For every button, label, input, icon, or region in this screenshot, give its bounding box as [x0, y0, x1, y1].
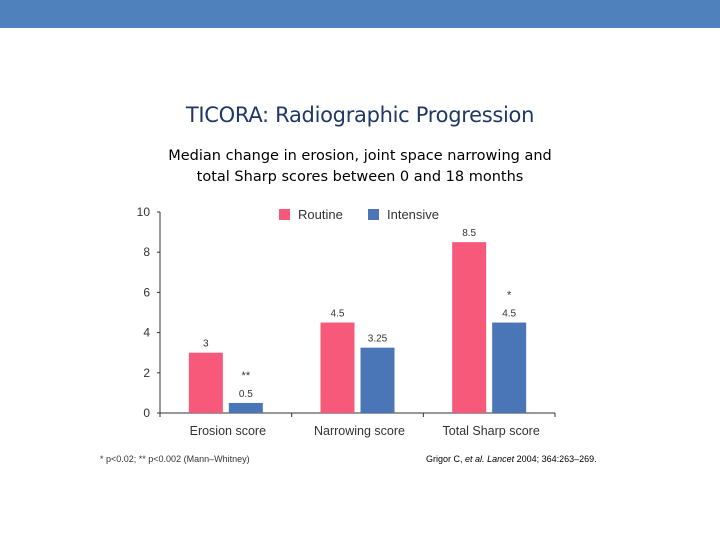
data-label: 4.5: [502, 309, 516, 320]
legend-swatch-routine: [279, 209, 290, 220]
data-label: 3: [203, 339, 209, 350]
legend-label-intensive: Intensive: [387, 207, 440, 222]
x-tick-label: Erosion score: [190, 424, 266, 438]
citation-details: 2004; 364:263–269.: [516, 454, 597, 464]
subtitle-line-2: total Sharp scores between 0 and 18 mont…: [196, 169, 524, 185]
legend-swatch-intensive: [368, 209, 379, 220]
slide-subtitle: Median change in erosion, joint space na…: [110, 146, 610, 188]
bar-routine: [320, 322, 355, 413]
footnote: * p<0.02; ** p<0.002 (Mann–Whitney): [100, 454, 250, 464]
citation-journal: Lancet: [487, 454, 515, 464]
bar-routine: [452, 242, 487, 413]
data-label: 0.5: [239, 389, 253, 400]
y-tick-label: 4: [143, 326, 150, 340]
significance-marker: *: [507, 290, 512, 302]
y-tick-label: 10: [137, 205, 151, 219]
slide-title: TICORA: Radiographic Progression: [185, 103, 535, 127]
citation-authors: Grigor C,: [426, 454, 463, 464]
citation-etal: et al.: [465, 454, 485, 464]
x-tick-label: Total Sharp score: [443, 424, 540, 438]
subtitle-line-1: Median change in erosion, joint space na…: [168, 148, 552, 164]
data-label: 8.5: [462, 228, 476, 239]
citation: Grigor C, et al. Lancet 2004; 364:263–26…: [426, 454, 597, 464]
data-label: 3.25: [368, 334, 388, 345]
y-tick-label: 2: [143, 366, 150, 380]
y-tick-label: 0: [143, 406, 150, 420]
y-tick-label: 6: [143, 285, 150, 299]
data-label: 4.5: [331, 309, 345, 320]
bar-intensive: [360, 347, 395, 413]
bar-routine: [188, 352, 223, 413]
header-bar: [0, 0, 720, 28]
bar-intensive: [228, 402, 263, 413]
legend-item-routine: Routine: [279, 207, 343, 222]
y-tick-label: 8: [143, 245, 150, 259]
legend-item-intensive: Intensive: [368, 207, 439, 222]
x-tick-label: Narrowing score: [314, 424, 405, 438]
significance-marker: **: [242, 370, 251, 382]
legend-label-routine: Routine: [298, 207, 343, 222]
bar-intensive: [492, 322, 527, 413]
